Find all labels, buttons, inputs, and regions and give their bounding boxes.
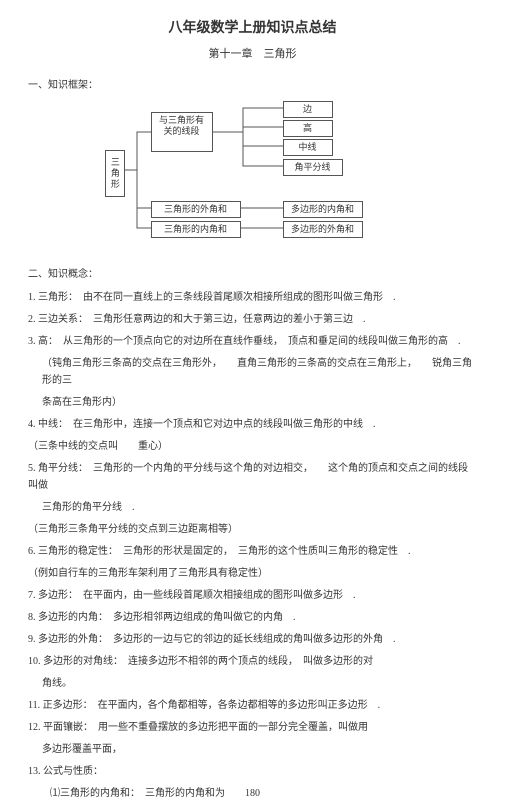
- point-10a: 10. 多边形的对角线： 连接多边形不相邻的两个顶点的线段， 叫做多边形的对: [28, 653, 477, 670]
- point-5c: （三角形三条角平分线的交点到三边距离相等）: [28, 521, 477, 538]
- point-6a: 6. 三角形的稳定性： 三角形的形状是固定的， 三角形的这个性质叫三角形的稳定性…: [28, 543, 477, 560]
- point-12a: 12. 平面镶嵌： 用一些不重叠摆放的多边形把平面的一部分完全覆盖，叫做用: [28, 719, 477, 736]
- point-3a: 3. 高： 从三角形的一个顶点向它的对边所在直线作垂线， 顶点和垂足间的线段叫做…: [28, 333, 477, 350]
- diagram-bisector-box: 角平分线: [283, 159, 343, 176]
- point-2: 2. 三边关系： 三角形任意两边的和大于第三边，任意两边的差小于第三边 .: [28, 311, 477, 328]
- point-9: 9. 多边形的外角： 多边形的一边与它的邻边的延长线组成的角叫做多边形的外角 .: [28, 631, 477, 648]
- point-1: 1. 三角形： 由不在同一直线上的三条线段首尾顺次相接所组成的图形叫做三角形 .: [28, 289, 477, 306]
- diagram-polyint-box: 多边形的内角和: [283, 201, 363, 218]
- point-6b: （例如自行车的三角形车架利用了三角形具有稳定性）: [28, 565, 477, 582]
- point-10b: 角线。: [28, 675, 477, 692]
- chapter-subtitle: 第十一章 三角形: [28, 46, 477, 64]
- point-5b: 三角形的角平分线 .: [28, 499, 477, 516]
- point-3b: （钝角三角形三条高的交点在三角形外， 直角三角形的三条高的交点在三角形上， 锐角…: [28, 355, 477, 389]
- diagram-root-box: 三角形: [105, 150, 125, 197]
- diagram-median-box: 中线: [283, 139, 333, 156]
- point-13: 13. 公式与性质：: [28, 763, 477, 780]
- concept-diagram: 三角形 与三角形有关的线段 边 高 中线 角平分线 三角形的外角和 三角形的内角…: [103, 100, 403, 255]
- point-12b: 多边形覆盖平面，: [28, 741, 477, 758]
- section-1-heading: 一、知识框架：: [28, 78, 477, 94]
- point-5a: 5. 角平分线： 三角形的一个内角的平分线与这个角的对边相交， 这个角的顶点和交…: [28, 460, 477, 494]
- diagram-edge-box: 边: [283, 101, 333, 118]
- diagram-group1-box: 与三角形有关的线段: [151, 112, 213, 152]
- point-8: 8. 多边形的内角： 多边形相邻两边组成的角叫做它的内角 .: [28, 609, 477, 626]
- point-13a: ⑴三角形的内角和： 三角形的内角和为 180: [28, 785, 477, 802]
- point-4a: 4. 中线： 在三角形中，连接一个顶点和它对边中点的线段叫做三角形的中线 .: [28, 416, 477, 433]
- diagram-height-box: 高: [283, 120, 333, 137]
- diagram-int-box: 三角形的内角和: [151, 221, 241, 238]
- point-3c: 条高在三角形内）: [28, 394, 477, 411]
- point-7: 7. 多边形： 在平面内，由一些线段首尾顺次相接组成的图形叫做多边形 .: [28, 587, 477, 604]
- diagram-polyext-box: 多边形的外角和: [283, 221, 363, 238]
- point-11: 11. 正多边形： 在平面内，各个角都相等，各条边都相等的多边形叫正多边形 .: [28, 697, 477, 714]
- section-2-heading: 二、知识概念：: [28, 267, 477, 283]
- point-4b: （三条中线的交点叫 重心）: [28, 438, 477, 455]
- diagram-ext-box: 三角形的外角和: [151, 201, 241, 218]
- page-title: 八年级数学上册知识点总结: [28, 18, 477, 40]
